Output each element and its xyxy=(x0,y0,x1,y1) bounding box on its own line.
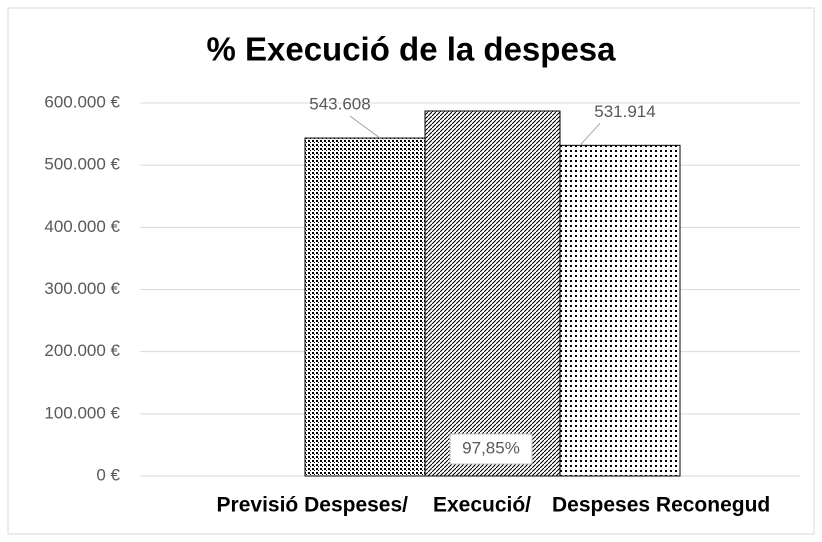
y-tick-label: 100.000 € xyxy=(44,403,120,422)
y-tick-label: 500.000 € xyxy=(44,155,120,174)
y-tick-label: 200.000 € xyxy=(44,341,120,360)
value-label: 543.608 xyxy=(309,95,370,114)
leader-line xyxy=(579,122,601,146)
y-tick-label: 600.000 € xyxy=(44,92,120,111)
chart-title: % Execució de la despesa xyxy=(206,31,616,68)
bar xyxy=(304,137,426,477)
bar xyxy=(559,144,681,477)
value-label-box xyxy=(449,433,533,465)
y-tick-label: 300.000 € xyxy=(44,279,120,298)
y-tick-label: 0 € xyxy=(96,465,120,484)
bar xyxy=(424,110,561,477)
y-tick-label: 400.000 € xyxy=(44,217,120,236)
x-tick-label: Previsió Despeses/ xyxy=(217,494,409,517)
x-tick-label: Execució/ xyxy=(433,494,531,517)
value-label: 531.914 xyxy=(594,102,655,121)
x-tick-label: Despeses Reconegud xyxy=(552,494,770,517)
leader-line xyxy=(349,115,381,139)
value-label: 97,85% xyxy=(462,438,520,457)
